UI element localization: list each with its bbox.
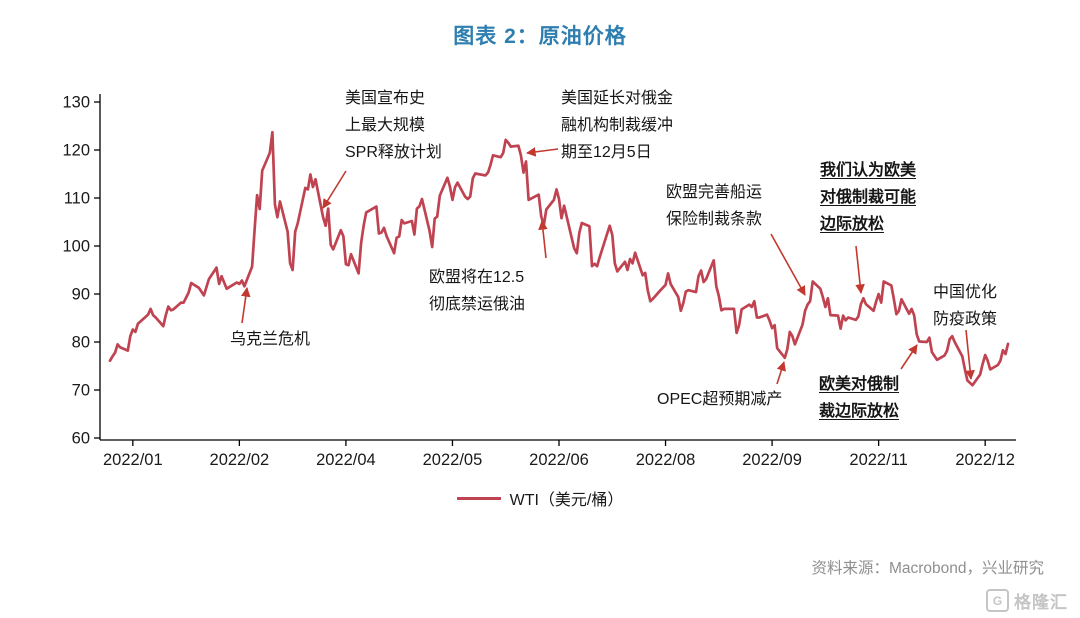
annotation-arrow-spr-release xyxy=(322,170,347,209)
y-tick-label: 80 xyxy=(72,334,90,352)
x-tick-label: 2022/09 xyxy=(742,451,802,469)
chart-title: 图表 2：原油价格 xyxy=(453,25,627,48)
wti-legend-line xyxy=(456,496,501,500)
x-tick-label: 2022/05 xyxy=(423,451,483,469)
y-tick-label: 110 xyxy=(64,190,90,208)
annotation-us-sanction-extension: 美国延长对俄金 融机构制裁缓冲 期至12月5日 xyxy=(561,90,674,161)
annotation-arrow-opec-production-cut xyxy=(776,361,786,385)
y-tick-label: 100 xyxy=(62,238,90,256)
annotation-arrow-sanctions-marginal-easing xyxy=(900,344,918,370)
source-note: 资料来源：Macrobond，兴业研究 xyxy=(811,560,1044,577)
y-tick-label: 60 xyxy=(72,430,90,448)
x-tick-label: 2022/11 xyxy=(849,451,907,469)
y-tick-label: 130 xyxy=(62,94,90,112)
annotation-arrow-our-view-sanctions-easing xyxy=(855,245,865,294)
annotation-arrow-us-sanction-extension xyxy=(526,147,559,157)
annotation-arrow-eu-shipping-insurance xyxy=(770,233,806,296)
annotation-arrow-ukraine-crisis xyxy=(241,287,251,324)
gelonghui-logo-text: 格隆汇 xyxy=(1014,593,1068,612)
y-tick-label: 120 xyxy=(62,142,90,160)
annotation-ukraine-crisis: 乌克兰危机 xyxy=(230,331,311,348)
annotation-sanctions-marginal-easing: 欧美对俄制 裁边际放松 xyxy=(819,376,900,420)
x-tick-label: 2022/01 xyxy=(103,451,163,469)
annotation-arrow-eu-oil-embargo xyxy=(538,220,548,259)
annotation-eu-oil-embargo: 欧盟将在12.5 彻底禁运俄油 xyxy=(429,269,526,313)
x-tick-label: 2022/02 xyxy=(210,451,270,469)
x-tick-label: 2022/12 xyxy=(955,451,1015,469)
annotation-eu-shipping-insurance: 欧盟完善船运 保险制裁条款 xyxy=(666,184,763,228)
wti-price-line xyxy=(108,130,1010,387)
annotation-opec-production-cut: OPEC超预期减产 xyxy=(657,391,783,408)
annotation-china-covid-policy: 中国优化 防疫政策 xyxy=(933,284,998,328)
y-tick-label: 70 xyxy=(72,382,90,400)
x-tick-label: 2022/06 xyxy=(529,451,589,469)
annotation-our-view-sanctions-easing: 我们认为欧美 对俄制裁可能 边际放松 xyxy=(820,162,917,233)
annotation-spr-release: 美国宣布史 上最大规模 SPR释放计划 xyxy=(345,90,442,161)
gelonghui-logo-icon: G xyxy=(986,589,1009,612)
x-tick-label: 2022/08 xyxy=(636,451,696,469)
gelonghui-watermark: G 格隆汇 xyxy=(986,588,1068,613)
chart-legend: WTI（美元/桶） xyxy=(0,486,1080,510)
y-tick-label: 90 xyxy=(72,286,90,304)
wti-legend-label: WTI（美元/桶） xyxy=(509,492,624,509)
x-tick-label: 2022/04 xyxy=(316,451,376,469)
annotation-arrow-china-covid-policy xyxy=(965,329,975,380)
